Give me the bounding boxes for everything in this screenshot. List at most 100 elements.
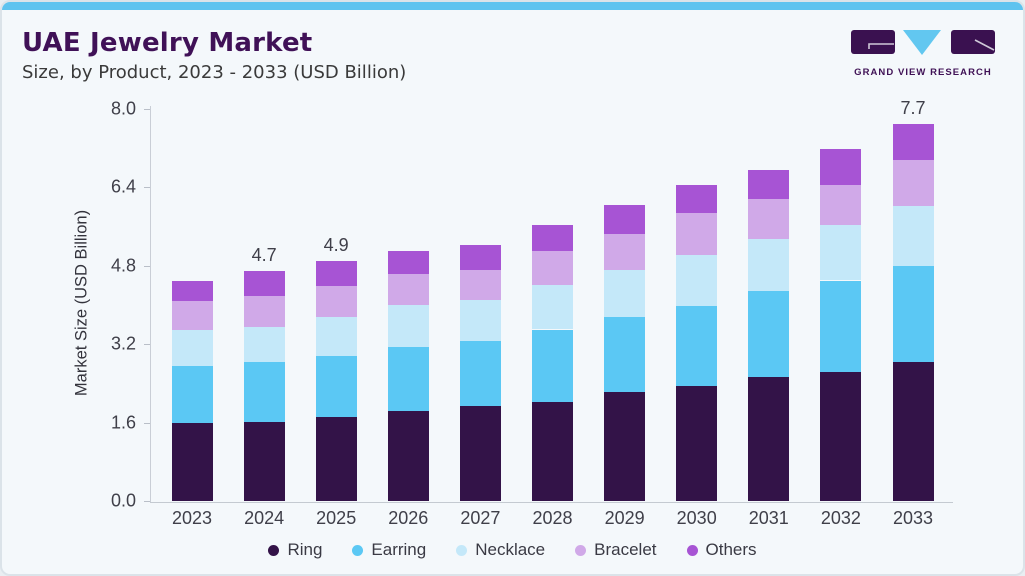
y-tick-label: 1.6 <box>110 412 136 433</box>
bar-2026-segment-others[interactable] <box>387 250 429 275</box>
bar-2023-segment-bracelet[interactable] <box>171 300 213 330</box>
legend-marker-icon <box>686 544 698 556</box>
bar-2033[interactable] <box>892 2 934 501</box>
bar-2024[interactable] <box>243 2 285 501</box>
bar-2029-segment-earring[interactable] <box>604 316 646 393</box>
bar-2026[interactable] <box>387 2 429 501</box>
bar-2023-segment-necklace[interactable] <box>171 329 213 367</box>
bar-2029-segment-ring[interactable] <box>604 392 646 501</box>
bar-2028[interactable] <box>532 2 573 501</box>
bar-2024-segment-necklace[interactable] <box>243 327 285 362</box>
legend-item-bracelet[interactable]: Bracelet <box>575 540 657 560</box>
bar-2033-segment-bracelet[interactable] <box>892 160 934 206</box>
bar-2024-segment-bracelet[interactable] <box>243 296 285 328</box>
bar-2030-segment-bracelet[interactable] <box>676 213 718 255</box>
legend-marker-icon <box>268 544 280 556</box>
bar-2027-segment-bracelet[interactable] <box>459 269 501 300</box>
bar-2026-segment-necklace[interactable] <box>387 305 429 347</box>
legend-label: Necklace <box>475 540 546 559</box>
bar-2029-segment-bracelet[interactable] <box>604 234 646 271</box>
bar-2028-segment-others[interactable] <box>532 225 573 251</box>
bar-2029-segment-others[interactable] <box>604 205 646 235</box>
bar-2032-segment-necklace[interactable] <box>820 225 862 281</box>
bar-2024-segment-others[interactable] <box>243 270 285 297</box>
bar-2025[interactable] <box>315 2 357 501</box>
y-tick-mark <box>144 265 150 267</box>
bar-2032-segment-others[interactable] <box>820 149 862 185</box>
bar-total-label-2033: 7.7 <box>900 97 926 118</box>
bar-2023-segment-ring[interactable] <box>171 422 213 501</box>
bar-2030-segment-others[interactable] <box>676 184 718 214</box>
bar-2024-segment-ring[interactable] <box>243 422 285 501</box>
x-label-2029: 2029 <box>604 508 645 528</box>
chart-legend: Ring Earring Necklace Bracelet Others <box>2 537 1023 563</box>
legend-item-necklace[interactable]: Necklace <box>456 540 545 560</box>
bar-2023-segment-earring[interactable] <box>171 366 213 423</box>
bar-2028-segment-ring[interactable] <box>532 402 573 501</box>
bar-2026-segment-bracelet[interactable] <box>387 274 429 306</box>
bar-2031-segment-earring[interactable] <box>748 290 790 378</box>
bar-2031-segment-ring[interactable] <box>748 377 790 501</box>
bar-2023-segment-others[interactable] <box>171 280 213 301</box>
legend-label: Others <box>705 540 757 559</box>
bar-2030-segment-necklace[interactable] <box>676 254 718 307</box>
x-label-2028: 2028 <box>532 508 573 528</box>
bar-2027-segment-necklace[interactable] <box>459 299 501 341</box>
bar-2028-segment-necklace[interactable] <box>532 285 573 330</box>
bar-2029-segment-necklace[interactable] <box>604 270 646 317</box>
bar-total-label-2025: 4.9 <box>323 234 349 255</box>
bar-2024-segment-earring[interactable] <box>243 361 285 423</box>
bar-2027-segment-others[interactable] <box>459 245 501 270</box>
logo-mark-icon <box>851 30 995 55</box>
y-tick-mark <box>144 501 150 502</box>
bar-2027[interactable] <box>459 2 501 501</box>
bar-2030[interactable] <box>676 2 718 501</box>
x-label-2030: 2030 <box>676 508 717 528</box>
bar-2032-segment-bracelet[interactable] <box>820 184 862 226</box>
bar-2026-segment-earring[interactable] <box>387 346 429 412</box>
y-tick-label: 4.8 <box>110 255 136 276</box>
bar-2031-segment-necklace[interactable] <box>748 239 790 291</box>
bar-2027-segment-earring[interactable] <box>459 340 501 406</box>
x-label-2023: 2023 <box>171 508 213 528</box>
bar-2033-segment-others[interactable] <box>892 123 934 161</box>
bar-2025-segment-ring[interactable] <box>315 417 357 501</box>
bar-2033-segment-necklace[interactable] <box>892 206 934 266</box>
bar-2033-segment-earring[interactable] <box>892 265 934 362</box>
bar-2029[interactable] <box>604 2 646 501</box>
x-label-2024: 2024 <box>244 508 285 528</box>
x-label-2033: 2033 <box>892 508 934 528</box>
bar-2030-segment-ring[interactable] <box>676 386 718 501</box>
bar-2025-segment-earring[interactable] <box>315 355 357 418</box>
legend-item-ring[interactable]: Ring <box>268 540 322 560</box>
bar-2025-segment-necklace[interactable] <box>315 316 357 356</box>
page-title: UAE Jewelry Market <box>22 28 313 58</box>
bar-2033-segment-ring[interactable] <box>892 361 934 501</box>
bar-2025-segment-bracelet[interactable] <box>315 285 357 317</box>
bar-2031-segment-bracelet[interactable] <box>748 198 790 240</box>
y-axis-title: Market Size (USD Billion) <box>72 209 91 397</box>
bar-2030-segment-earring[interactable] <box>676 306 718 387</box>
bar-2032-segment-ring[interactable] <box>820 372 862 501</box>
bar-2028-segment-bracelet[interactable] <box>532 250 573 286</box>
page-subtitle: Size, by Product, 2023 - 2033 (USD Billi… <box>22 62 407 83</box>
x-axis-line <box>150 502 953 503</box>
bar-2032[interactable] <box>820 2 862 501</box>
accent-top-bar <box>2 2 1023 10</box>
bar-2026-segment-ring[interactable] <box>387 411 429 501</box>
bar-2031-segment-others[interactable] <box>748 169 790 199</box>
bar-2023[interactable] <box>171 2 213 501</box>
y-tick-mark <box>144 344 150 346</box>
logo-text: GRAND VIEW RESEARCH <box>854 67 992 78</box>
legend-label: Bracelet <box>594 540 657 559</box>
bar-2031[interactable] <box>748 2 790 501</box>
legend-item-others[interactable]: Others <box>686 540 757 560</box>
bar-2025-segment-others[interactable] <box>315 260 357 286</box>
y-tick-mark <box>144 422 150 424</box>
bar-2027-segment-ring[interactable] <box>459 405 501 501</box>
bar-2032-segment-earring[interactable] <box>820 280 862 373</box>
bar-2028-segment-earring[interactable] <box>532 329 573 403</box>
legend-item-earring[interactable]: Earring <box>352 540 426 560</box>
